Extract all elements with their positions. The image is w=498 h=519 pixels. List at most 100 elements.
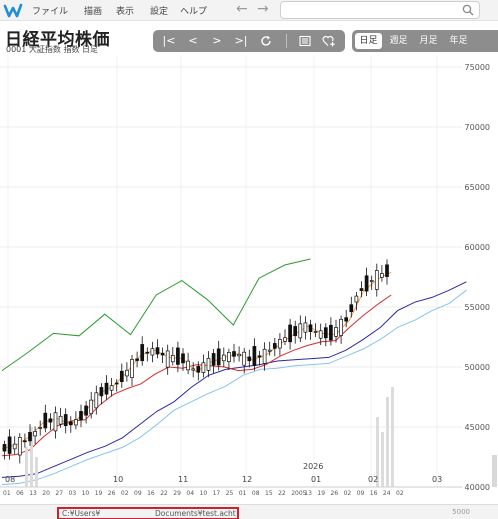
x-day-label: 15: [265, 490, 273, 497]
scrollbar-thumb: [492, 455, 497, 487]
x-day-label: 19: [317, 490, 325, 497]
x-month-label: 01: [311, 475, 321, 484]
candle-body: [89, 399, 94, 414]
x-day-label: 22: [160, 490, 168, 497]
refresh-button[interactable]: [255, 32, 277, 50]
candle-body: [135, 358, 139, 361]
add-favorite-button[interactable]: [318, 32, 340, 50]
menu-help[interactable]: ヘルプ: [180, 7, 208, 17]
list-button[interactable]: [294, 32, 316, 50]
period-weekly-tab[interactable]: 週足: [389, 36, 408, 46]
candle-body: [227, 352, 231, 362]
status-right-text: 5000: [452, 508, 470, 516]
candle-body: [17, 437, 22, 456]
candle-body: [79, 411, 83, 421]
back-arrow-icon[interactable]: ←: [236, 1, 248, 17]
candle-body: [94, 392, 99, 409]
search-input[interactable]: [280, 1, 480, 19]
candle-body: [186, 360, 190, 371]
x-day-label: 01: [3, 490, 11, 497]
status-bar: C:¥Users¥ Documents¥test.acht 5000: [0, 504, 498, 519]
volume-bar: [25, 447, 28, 487]
x-day-label: 16: [147, 490, 155, 497]
x-day-label: 22: [278, 490, 286, 497]
candle-body: [68, 421, 73, 426]
candle-body: [201, 362, 206, 373]
next-bar-button[interactable]: >: [212, 34, 222, 47]
candle-body: [145, 351, 150, 354]
candle-body: [7, 436, 12, 454]
volume-bar: [35, 457, 38, 487]
candle-body: [211, 353, 216, 366]
x-day-label: 26: [108, 490, 116, 497]
x-day-label: 02: [344, 490, 352, 497]
x-day-label: 17: [213, 490, 221, 497]
candle-body: [170, 355, 175, 363]
file-path-end: Documents¥test.acht: [155, 509, 236, 518]
x-day-label: 29: [173, 490, 181, 497]
period-monthly-tab[interactable]: 月足: [419, 36, 438, 46]
x-day-label: 09: [134, 490, 142, 497]
kijun-line: [1, 294, 392, 457]
candle-body: [33, 431, 37, 437]
candle-body: [380, 273, 384, 278]
candle-body: [313, 331, 318, 333]
period-daily-tab[interactable]: 日足: [355, 33, 382, 49]
menu-file[interactable]: ファイル: [32, 7, 69, 17]
candle-body: [267, 349, 272, 352]
candle-body: [74, 419, 78, 426]
x-day-label: 2005: [291, 490, 306, 497]
candle-body: [109, 385, 114, 391]
candle-body: [48, 418, 53, 423]
candle-body: [364, 275, 369, 292]
x-day-label: 03: [69, 490, 77, 497]
x-month-label: 03: [432, 475, 442, 484]
period-selector: 日足 週足 月足 年足: [352, 30, 498, 52]
file-path-highlight: C:¥Users¥ Documents¥test.acht: [57, 507, 239, 519]
first-bar-button[interactable]: |<: [162, 34, 176, 47]
search-icon[interactable]: [462, 4, 474, 16]
x-month-label: 02: [368, 475, 378, 484]
prev-bar-button[interactable]: <: [188, 34, 198, 47]
x-day-label: 24: [383, 490, 391, 497]
candle-body: [354, 295, 359, 303]
candle-body: [283, 337, 287, 342]
x-day-label: 19: [95, 490, 103, 497]
candle-body: [196, 365, 201, 373]
menu-view[interactable]: 表示: [116, 7, 135, 17]
x-day-label: 13: [29, 490, 37, 497]
candle-body: [262, 348, 267, 364]
candle-body: [288, 324, 292, 343]
candle-body: [43, 412, 48, 429]
period-yearly-tab[interactable]: 年足: [449, 36, 468, 46]
candle-body: [257, 355, 262, 358]
x-day-label: 10: [82, 490, 90, 497]
heart-plus-icon: [322, 35, 335, 47]
candle-body: [308, 324, 313, 332]
candle-body: [349, 304, 354, 313]
volume-bar: [386, 397, 389, 487]
menu-draw[interactable]: 描画: [84, 7, 103, 17]
candle-body: [28, 432, 32, 442]
candle-body: [191, 368, 196, 371]
app-logo-icon[interactable]: [3, 2, 23, 19]
candle-body: [155, 347, 160, 355]
last-bar-button[interactable]: >|: [234, 34, 248, 47]
x-month-label: 11: [178, 475, 188, 484]
candle-body: [242, 351, 247, 366]
toolbar-divider: [286, 34, 287, 48]
candle-body: [334, 327, 338, 337]
stock-chart[interactable]: 75000 70000 65000 60000 55000 50000 45000 40000…: [0, 55, 498, 504]
file-path-start: C:¥Users¥: [62, 509, 101, 518]
x-day-label: 04: [186, 490, 194, 497]
x-day-label: 13: [304, 490, 312, 497]
volume-bar: [391, 387, 394, 487]
x-day-label: 16: [370, 490, 378, 497]
candle-body: [12, 443, 17, 450]
candle-body: [58, 415, 63, 425]
x-day-label: 06: [16, 490, 24, 497]
menu-settings[interactable]: 設定: [150, 7, 169, 17]
forward-arrow-icon[interactable]: →: [257, 1, 269, 17]
x-day-label: 09: [357, 490, 365, 497]
candle-body: [99, 387, 104, 397]
